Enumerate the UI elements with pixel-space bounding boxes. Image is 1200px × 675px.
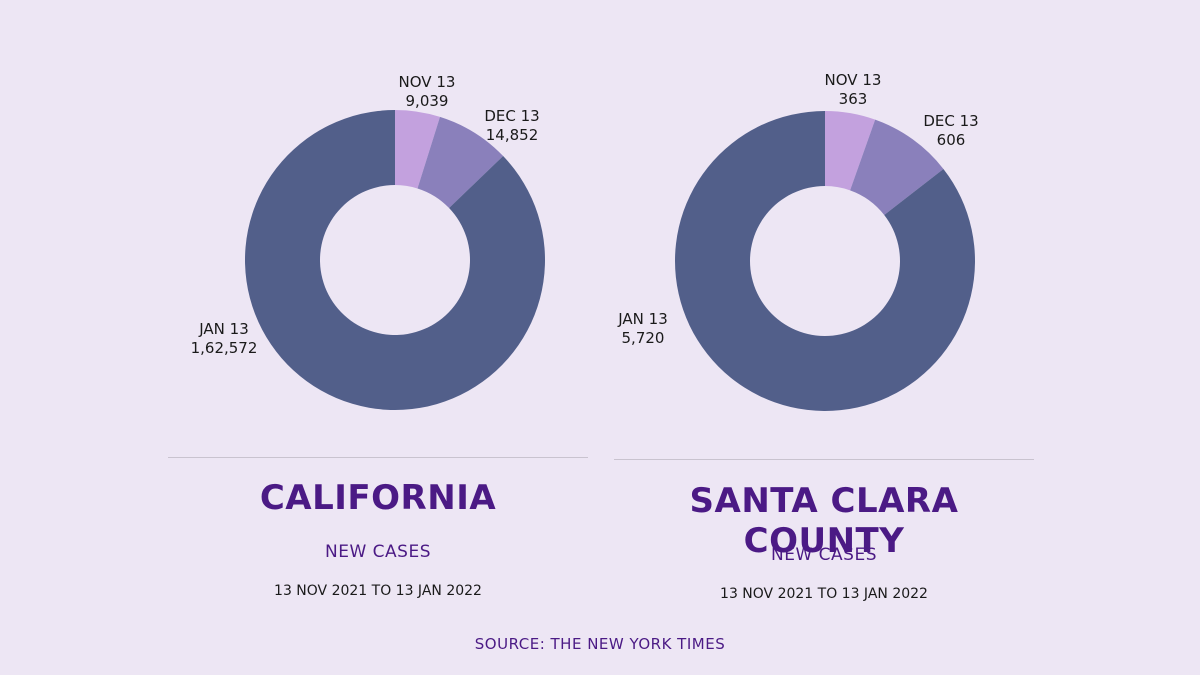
santa-clara-title: SANTA CLARA COUNTY bbox=[689, 481, 959, 561]
california-slice-nov-13 bbox=[395, 110, 440, 189]
santa-clara-label-value-2: 5,720 bbox=[622, 329, 665, 347]
california-slice-jan-13 bbox=[245, 110, 546, 410]
santa-clara-slice-nov-13 bbox=[825, 111, 876, 191]
santa-clara-date-range: 13 NOV 2021 TO 13 JAN 2022 bbox=[720, 586, 928, 602]
california-label-category-1: DEC 13 bbox=[484, 107, 539, 125]
santa-clara-subtitle: NEW CASES bbox=[771, 545, 877, 565]
santa-clara-label-category-2: JAN 13 bbox=[617, 310, 668, 328]
california-label-value-1: 14,852 bbox=[486, 126, 539, 144]
california-label-category-2: JAN 13 bbox=[198, 320, 249, 338]
california-slice-dec-13 bbox=[417, 116, 504, 209]
california-label-value-0: 9,039 bbox=[406, 92, 449, 110]
santa-clara-label-value-0: 363 bbox=[839, 90, 868, 108]
divider-left bbox=[168, 457, 588, 458]
santa-clara-label-category-0: NOV 13 bbox=[825, 71, 882, 89]
santa-clara-slice-jan-13 bbox=[675, 111, 975, 411]
california-subtitle: NEW CASES bbox=[325, 542, 431, 562]
santa-clara-slice-dec-13 bbox=[850, 119, 944, 215]
santa-clara-label-value-1: 606 bbox=[937, 131, 966, 149]
santa-clara-label-category-1: DEC 13 bbox=[923, 112, 978, 130]
california-title: CALIFORNIA bbox=[259, 478, 497, 518]
california-date-range: 13 NOV 2021 TO 13 JAN 2022 bbox=[274, 583, 482, 599]
divider-right bbox=[614, 459, 1034, 460]
california-label-category-0: NOV 13 bbox=[399, 73, 456, 91]
california-label-value-2: 1,62,572 bbox=[191, 339, 258, 357]
source-note: SOURCE: THE NEW YORK TIMES bbox=[474, 635, 726, 653]
